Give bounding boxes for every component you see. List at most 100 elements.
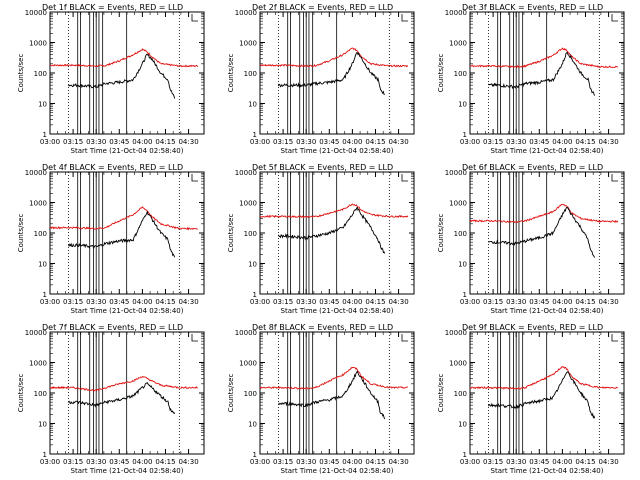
x-tick-label: 03:45	[319, 298, 339, 306]
series-line-events	[278, 206, 386, 254]
x-tick-label: 03:15	[273, 298, 293, 306]
y-tick-label: 10	[38, 261, 47, 269]
y-tick-label: 1	[253, 451, 257, 459]
panel-det-6f: Det 6f BLACK = Events, RED = LLD 1 10 100 10…	[437, 163, 625, 315]
x-tick-label: 03:15	[273, 138, 293, 146]
panel-det-1f: Det 1f BLACK = Events, RED = LLD 1 10 100 10…	[17, 3, 205, 155]
series-line-lld	[470, 366, 619, 390]
series-line-lld	[470, 47, 619, 69]
x-tick-label: 03:15	[483, 138, 503, 146]
x-tick-label: 04:00	[132, 138, 152, 146]
x-tick-label: 03:45	[529, 138, 549, 146]
corner-bracket-mark	[401, 14, 408, 22]
y-axis-label: Counts/sec	[437, 54, 445, 93]
panel-det-7f: Det 7f BLACK = Events, RED = LLD 1 10 100 10…	[17, 323, 205, 475]
series-line-events	[68, 382, 176, 415]
x-tick-label: 04:15	[155, 298, 175, 306]
corner-bracket-mark	[401, 334, 408, 342]
y-tick-label: 1000	[29, 360, 47, 368]
series-line-lld	[260, 366, 408, 390]
series-line-lld	[50, 206, 199, 231]
x-tick-label: 03:30	[506, 298, 526, 306]
plot-area	[260, 172, 409, 294]
panel-title: Det 3f BLACK = Events, RED = LLD	[462, 3, 603, 12]
x-tick-label: 04:15	[575, 458, 595, 466]
x-axis-label: Start Time (21-Oct-04 02:58:40)	[71, 467, 184, 475]
y-tick-label: 10000	[235, 169, 257, 177]
y-tick-label: 1	[463, 131, 467, 139]
x-axis-label: Start Time (21-Oct-04 02:58:40)	[491, 467, 604, 475]
panel-title: Det 8f BLACK = Events, RED = LLD	[252, 323, 393, 332]
y-tick-label: 100	[34, 230, 47, 238]
x-tick-label: 03:30	[86, 138, 106, 146]
series-line-lld	[260, 47, 409, 68]
y-tick-label: 1000	[239, 360, 257, 368]
corner-bracket-mark	[611, 334, 618, 342]
panel-det-9f: Det 9f BLACK = Events, RED = LLD 1 10 100 10…	[437, 323, 625, 475]
panel-det-8f: Det 8f BLACK = Events, RED = LLD 1 10 100 10…	[227, 323, 415, 475]
y-tick-label: 10000	[445, 329, 467, 337]
x-tick-label: 03:00	[250, 138, 270, 146]
x-tick-label: 03:15	[63, 298, 83, 306]
series-line-events	[68, 211, 176, 258]
x-tick-label: 03:00	[460, 298, 480, 306]
y-tick-label: 1	[253, 131, 257, 139]
x-tick-label: 03:30	[506, 458, 526, 466]
y-tick-label: 10	[248, 421, 257, 429]
x-tick-label: 04:30	[178, 298, 198, 306]
x-tick-label: 03:45	[109, 138, 129, 146]
x-tick-label: 03:30	[86, 458, 106, 466]
y-axis-label: Counts/sec	[17, 214, 25, 253]
x-tick-label: 04:15	[365, 458, 385, 466]
panel-det-2f: Det 2f BLACK = Events, RED = LLD 1 10 100 10…	[227, 3, 415, 155]
y-tick-label: 10	[38, 421, 47, 429]
y-tick-label: 10	[248, 261, 257, 269]
x-tick-label: 04:00	[552, 458, 572, 466]
series-line-events	[488, 51, 596, 96]
series-line-events	[278, 52, 385, 96]
x-axis-label: Start Time (21-Oct-04 02:58:40)	[491, 147, 604, 155]
x-tick-label: 03:00	[40, 458, 60, 466]
x-tick-label: 04:00	[342, 138, 362, 146]
y-axis-label: Counts/sec	[17, 54, 25, 93]
x-axis-label: Start Time (21-Oct-04 02:58:40)	[281, 467, 394, 475]
x-tick-label: 03:30	[506, 138, 526, 146]
y-tick-label: 100	[244, 390, 257, 398]
x-tick-label: 03:00	[40, 298, 60, 306]
x-axis-label: Start Time (21-Oct-04 02:58:40)	[281, 307, 394, 315]
y-axis-label: Counts/sec	[437, 214, 445, 253]
panel-det-3f: Det 3f BLACK = Events, RED = LLD 1 10 100 10…	[437, 3, 625, 155]
x-tick-label: 04:15	[365, 298, 385, 306]
y-axis-label: Counts/sec	[17, 374, 25, 413]
y-tick-label: 1000	[449, 200, 467, 208]
y-tick-label: 100	[454, 70, 467, 78]
x-tick-label: 04:30	[598, 458, 618, 466]
series-line-lld	[50, 375, 198, 392]
x-tick-label: 04:30	[178, 458, 198, 466]
x-tick-label: 03:30	[296, 458, 316, 466]
x-tick-label: 04:15	[155, 138, 175, 146]
plot-area	[470, 172, 619, 294]
y-tick-label: 1000	[449, 40, 467, 48]
x-tick-label: 04:00	[552, 138, 572, 146]
panel-title: Det 5f BLACK = Events, RED = LLD	[252, 163, 393, 172]
x-tick-label: 03:15	[483, 458, 503, 466]
y-tick-label: 10000	[25, 9, 47, 17]
x-tick-label: 03:00	[250, 458, 270, 466]
x-tick-label: 03:15	[483, 298, 503, 306]
y-tick-label: 1	[463, 291, 467, 299]
y-tick-label: 10	[458, 101, 467, 109]
x-tick-label: 03:30	[296, 138, 316, 146]
x-tick-label: 03:00	[250, 298, 270, 306]
y-tick-label: 100	[454, 390, 467, 398]
corner-bracket-mark	[191, 174, 198, 182]
y-tick-label: 1000	[29, 200, 47, 208]
x-tick-label: 04:15	[365, 138, 385, 146]
panel-title: Det 2f BLACK = Events, RED = LLD	[252, 3, 393, 12]
y-tick-label: 1	[253, 291, 257, 299]
y-tick-label: 10000	[235, 329, 257, 337]
plot-area	[50, 332, 198, 454]
x-tick-label: 03:45	[109, 298, 129, 306]
x-tick-label: 04:15	[575, 298, 595, 306]
